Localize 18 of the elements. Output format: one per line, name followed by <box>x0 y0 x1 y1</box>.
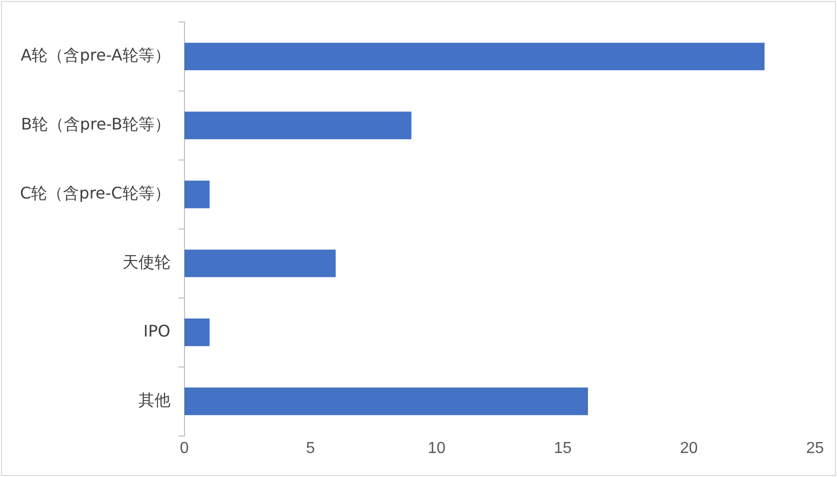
x-tick-label: 15 <box>554 440 572 457</box>
x-tick-label: 25 <box>806 440 824 457</box>
y-tick-label: C轮（含pre-C轮等） <box>20 184 170 203</box>
bar <box>184 250 336 278</box>
bar <box>184 180 210 208</box>
y-tick-label: 天使轮 <box>122 252 170 272</box>
bar <box>184 318 210 346</box>
y-tick-label: IPO <box>143 322 170 341</box>
x-tick-label: 10 <box>428 440 446 457</box>
x-tick-label: 5 <box>306 440 316 457</box>
x-tick-label: 0 <box>180 440 189 457</box>
y-tick-label: A轮（含pre-A轮等） <box>20 46 170 65</box>
bar <box>184 112 412 140</box>
x-tick-label: 20 <box>680 440 698 457</box>
y-tick-label: B轮（含pre-B轮等） <box>20 114 170 134</box>
bar <box>184 388 588 416</box>
bar <box>184 42 765 70</box>
y-tick-label: 其他 <box>138 390 170 410</box>
